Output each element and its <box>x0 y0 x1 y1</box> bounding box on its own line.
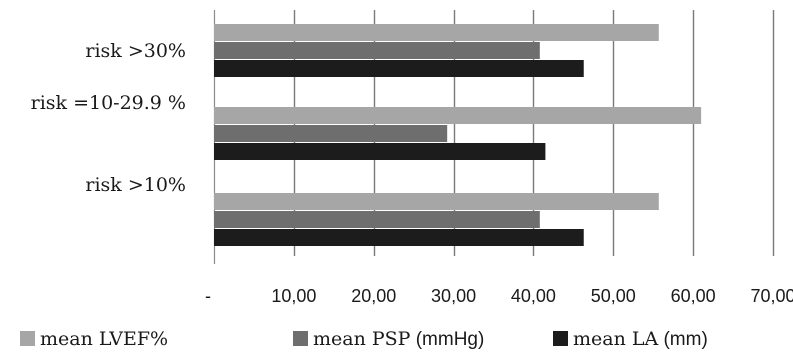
legend-swatch-2 <box>293 331 308 346</box>
category-label-3: risk >10% <box>85 174 186 196</box>
bar-3-series-2 <box>214 211 540 228</box>
x-tick-label-30: 30,00 <box>431 286 476 306</box>
legend-swatch-3 <box>553 331 568 346</box>
x-tick-label-70: 70,00 <box>750 286 793 306</box>
x-tick-label-60: 60,00 <box>671 286 716 306</box>
bar-2-series-2 <box>214 125 448 142</box>
bar-3-series-1 <box>214 193 659 210</box>
legend-label-2: mean PSP (mmHg) <box>313 328 484 350</box>
bar-1-series-3 <box>214 60 584 77</box>
x-tick-label-20: 20,00 <box>351 286 396 306</box>
x-tick-label-10: 10,00 <box>271 286 316 306</box>
bar-3-series-3 <box>214 229 584 246</box>
x-tick-label-40: 40,00 <box>511 286 556 306</box>
x-tick-label-0: - <box>205 286 211 306</box>
bars <box>214 24 702 246</box>
category-labels: risk >30% risk =10-29.9 % risk >10% <box>31 40 186 196</box>
legend-label-3: mean LA (mm) <box>573 328 708 350</box>
legend: mean LVEF% mean PSP (mmHg) mean LA (mm) <box>20 328 708 350</box>
bar-1-series-2 <box>214 42 540 59</box>
x-tick-label-50: 50,00 <box>591 286 636 306</box>
legend-label-1: mean LVEF% <box>40 328 168 350</box>
category-label-1: risk >30% <box>85 40 186 62</box>
bar-2-series-3 <box>214 143 546 160</box>
x-tick-labels: - 10,00 20,00 30,00 40,00 50,00 60,00 70,00 <box>205 286 793 306</box>
bar-2-series-1 <box>214 107 702 124</box>
legend-swatch-1 <box>20 331 35 346</box>
category-label-2: risk =10-29.9 % <box>31 92 186 114</box>
bar-1-series-1 <box>214 24 659 41</box>
